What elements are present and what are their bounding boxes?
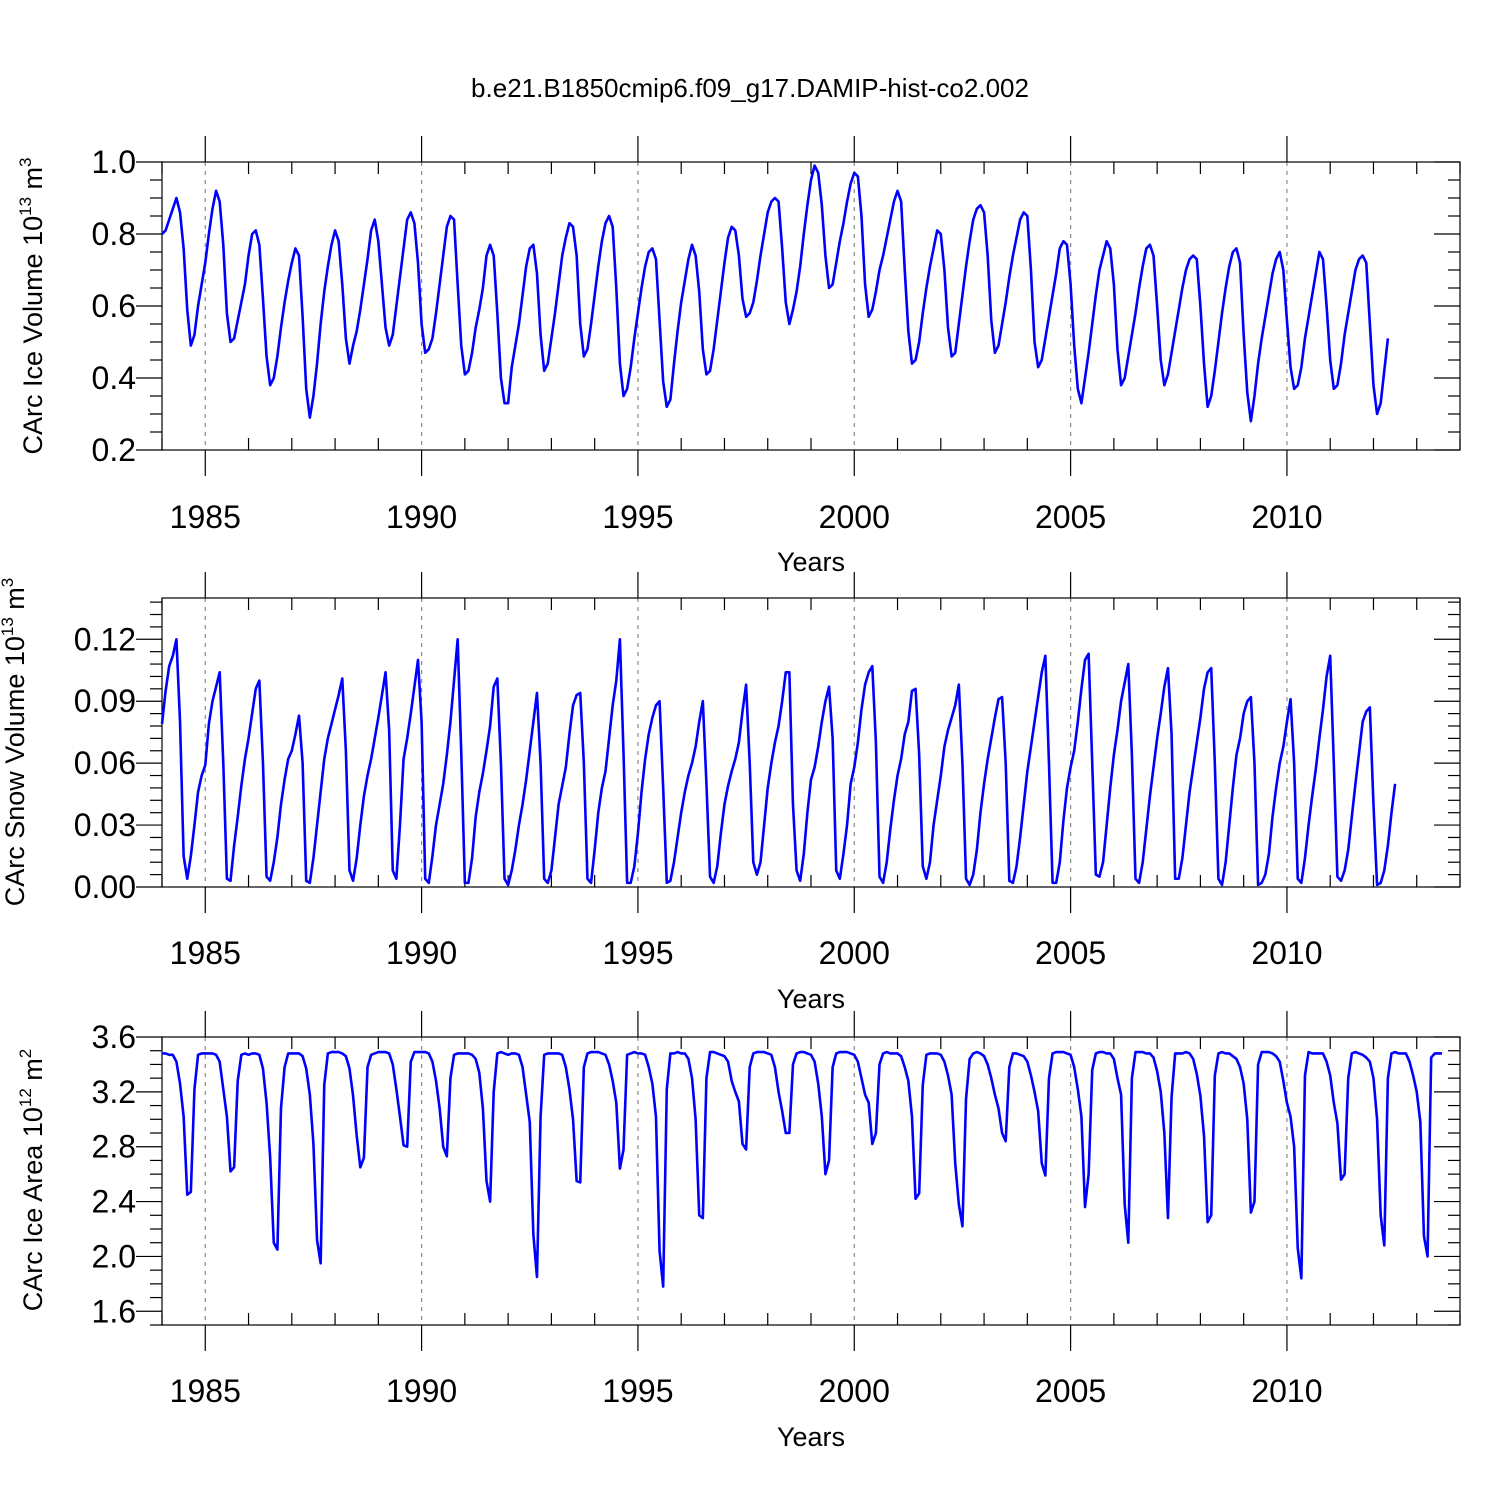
plot-frame — [161, 1036, 1461, 1326]
y-axis-label-ylabel-exp: 12 — [16, 1088, 35, 1107]
panel-ice-volume: 1985 1990 1995 2000 2005 2010 0.2 0.4 0.6 0.8 1.0 Y… — [16, 136, 1461, 577]
x-tick-label: 2005 — [1035, 499, 1106, 535]
y-tick-label: 0.09 — [74, 683, 136, 719]
panel-ice-area: 1985 1990 1995 2000 2005 2010 1.6 2.0 2.4 2.8 3.2 3… — [16, 1011, 1461, 1452]
x-tick-label: 1990 — [386, 1373, 457, 1409]
y-axis-label-ylabel-unit-exp: 3 — [16, 157, 35, 166]
panels: 1985 1990 1995 2000 2005 2010 0.2 0.4 0.6 0.8 1.0 Y… — [0, 136, 1461, 1452]
x-tick-label: 1990 — [386, 935, 457, 971]
x-axis-label: Years — [777, 547, 845, 577]
y-axis-label-ylabel-unit: m — [18, 167, 48, 197]
y-axis-label-ylabel: CArc Ice Volume 10 — [18, 216, 48, 455]
y-axis-label-ylabel-unit-exp: 3 — [0, 578, 17, 587]
y-tick-label: 0.2 — [92, 432, 136, 468]
y-tick-label: 2.4 — [92, 1184, 136, 1220]
y-tick-label: 2.0 — [92, 1238, 136, 1274]
plot-frame — [161, 161, 1461, 451]
x-axis-label: Years — [777, 1422, 845, 1452]
y-tick-label: 0.12 — [74, 621, 136, 657]
x-tick-label: 1995 — [602, 499, 673, 535]
y-axis-label: CArc Ice Area 1012 m2 — [16, 1049, 48, 1312]
series-line-snow-volume — [160, 637, 1397, 887]
x-tick-label: 1995 — [602, 1373, 673, 1409]
panel-snow-volume: 1985 1990 1995 2000 2005 2010 0.00 0.03 0.06 0.09… — [0, 572, 1461, 1014]
series-line-ice-area — [162, 1050, 1442, 1288]
y-tick-label: 3.2 — [92, 1074, 136, 1110]
x-tick-label: 2000 — [819, 499, 890, 535]
x-tick-label: 2005 — [1035, 935, 1106, 971]
y-tick-label: 0.6 — [92, 288, 136, 324]
y-tick-label: 0.00 — [74, 869, 136, 905]
series-line-ice-volume — [161, 164, 1390, 423]
x-tick-label: 1985 — [170, 935, 241, 971]
y-axis-label-ylabel: CArc Snow Volume 10 — [0, 636, 30, 906]
y-tick-label: 1.6 — [92, 1293, 136, 1329]
y-tick-label: 1.0 — [92, 144, 136, 180]
y-tick-label: 0.4 — [92, 360, 136, 396]
figure-title: b.e21.B1850cmip6.f09_g17.DAMIP-hist-co2.… — [471, 73, 1029, 103]
y-axis-label: CArc Snow Volume 1013 m3 — [0, 578, 30, 907]
x-tick-label: 1995 — [602, 935, 673, 971]
x-tick-label: 2000 — [819, 1373, 890, 1409]
y-axis-label-ylabel-exp: 13 — [0, 617, 17, 636]
y-tick-label: 0.06 — [74, 745, 136, 781]
x-tick-label: 2000 — [819, 935, 890, 971]
y-axis-label-ylabel-exp: 13 — [16, 197, 35, 216]
y-tick-label: 3.6 — [92, 1019, 136, 1055]
x-tick-label: 2010 — [1251, 1373, 1322, 1409]
y-tick-label: 0.03 — [74, 807, 136, 843]
x-tick-label: 1990 — [386, 499, 457, 535]
y-axis-label-ylabel: CArc Ice Area 10 — [18, 1107, 48, 1311]
y-axis-label-ylabel-unit: m — [0, 587, 30, 617]
y-axis-label-ylabel-unit: m — [18, 1058, 48, 1088]
y-axis-label-ylabel-unit-exp: 2 — [16, 1049, 35, 1058]
x-tick-label: 1985 — [170, 499, 241, 535]
x-axis-label: Years — [777, 984, 845, 1014]
x-tick-label: 2010 — [1251, 935, 1322, 971]
y-axis-label: CArc Ice Volume 1013 m3 — [16, 157, 48, 454]
y-tick-label: 0.8 — [92, 216, 136, 252]
x-tick-label: 2010 — [1251, 499, 1322, 535]
x-tick-label: 2005 — [1035, 1373, 1106, 1409]
plot-frame — [161, 597, 1461, 888]
y-tick-label: 2.8 — [92, 1129, 136, 1165]
x-tick-label: 1985 — [170, 1373, 241, 1409]
